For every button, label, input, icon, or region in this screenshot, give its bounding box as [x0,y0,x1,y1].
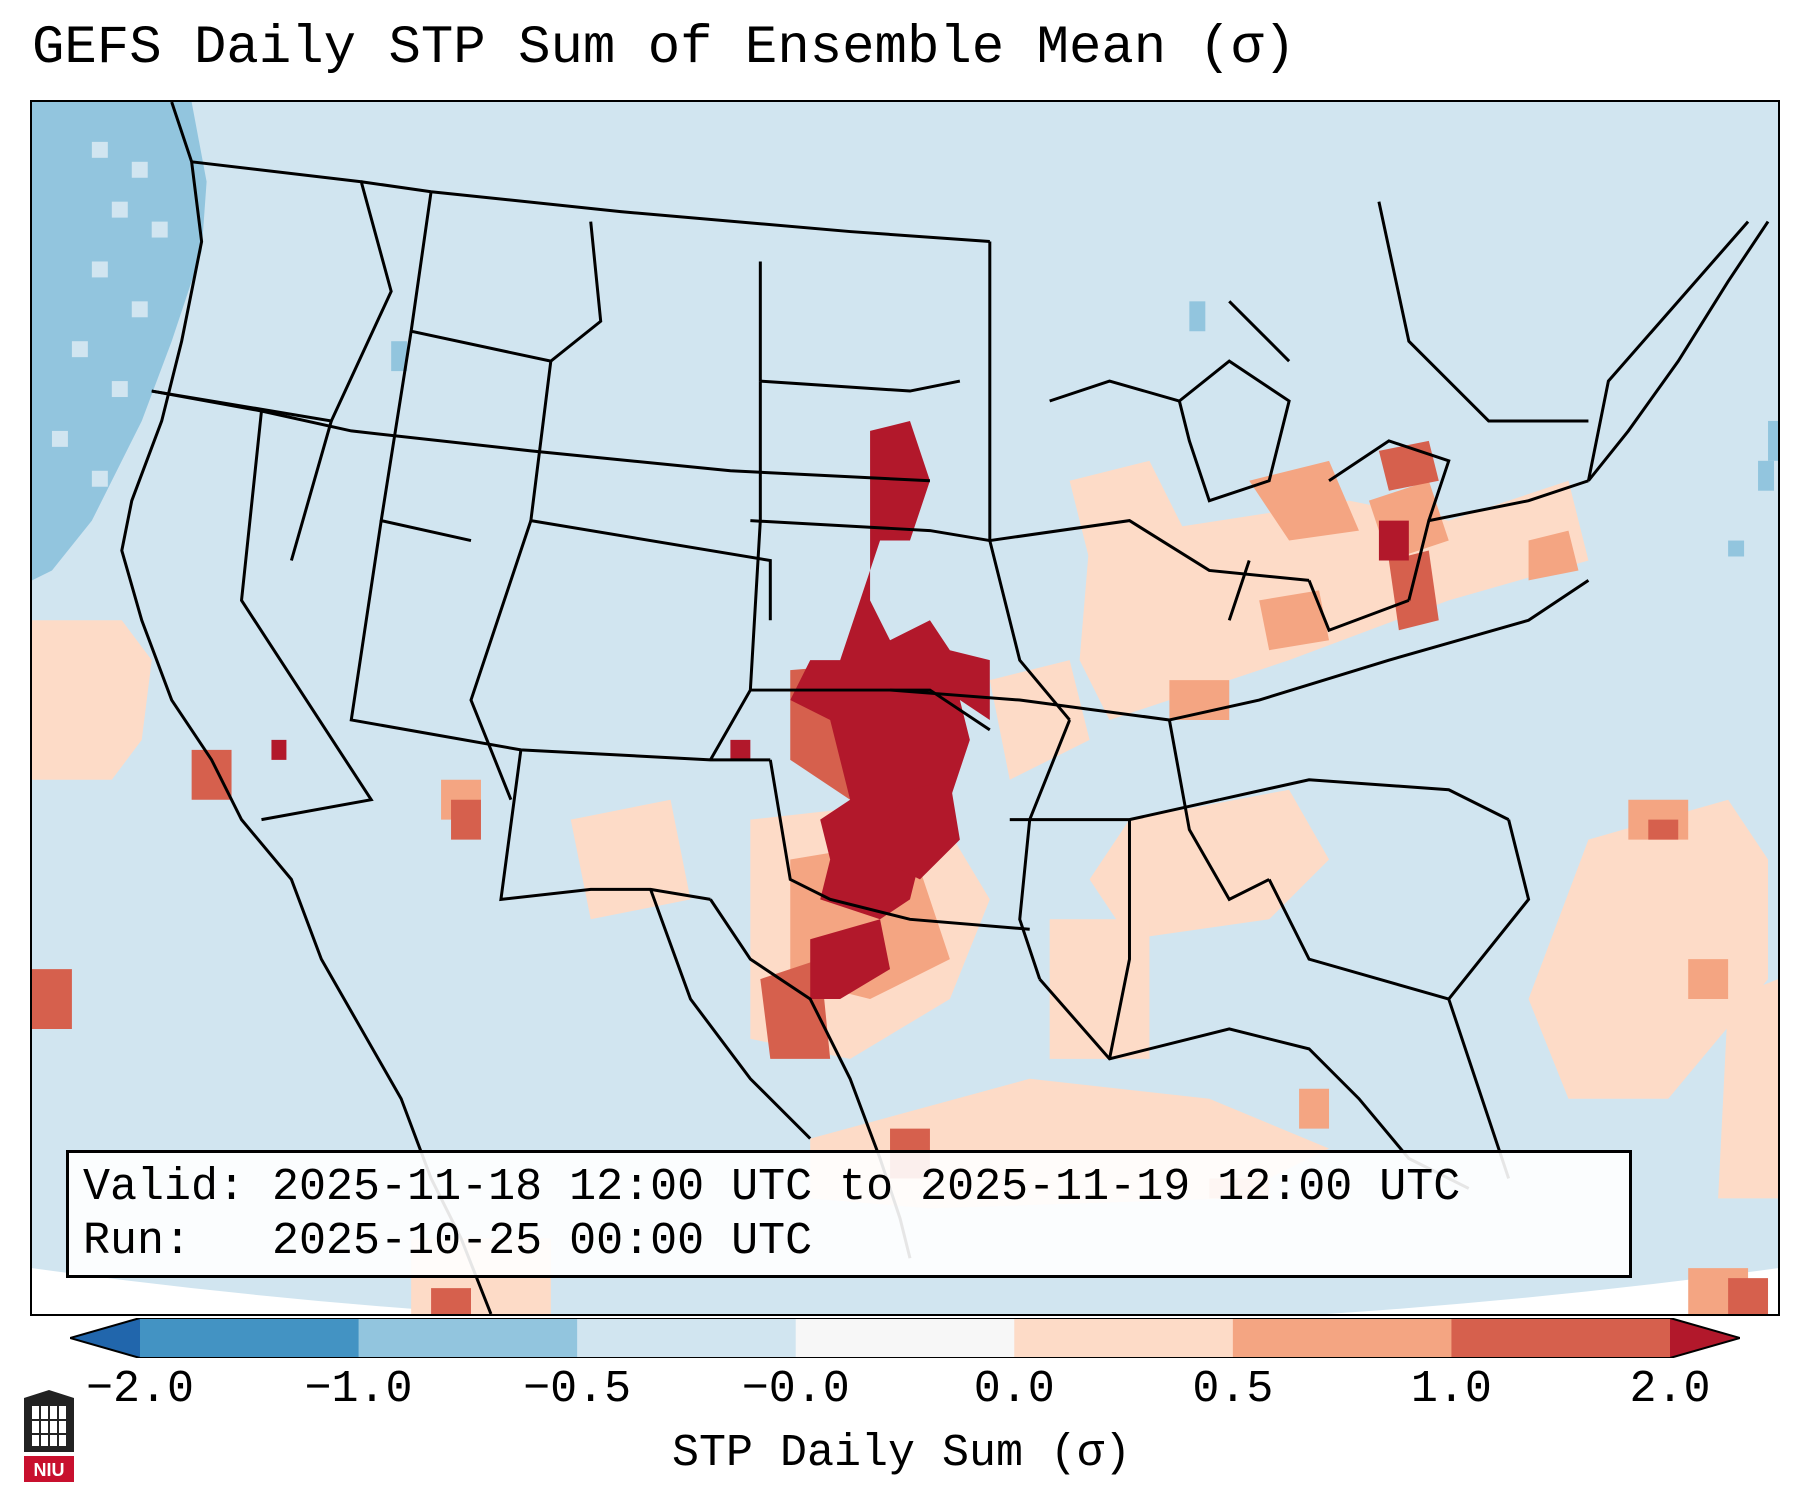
valid-value: 2025-11-18 12:00 UTC to 2025-11-19 12:00… [272,1162,1461,1213]
colorbar-tick-label: −2.0 [85,1364,195,1415]
run-value: 2025-10-25 00:00 UTC [272,1216,813,1267]
map-title: GEFS Daily STP Sum of Ensemble Mean (σ) [32,18,1296,79]
colorbar-extend-low [70,1318,140,1358]
logo-text: NIU [34,1460,65,1480]
colorbar-bin [1451,1318,1671,1358]
colorbar-tick-label: 1.0 [1410,1364,1492,1415]
state-borders [120,102,1770,1314]
colorbar-bin [358,1318,578,1358]
colorbar-tick-label: 0.5 [1192,1364,1274,1415]
map-panel [30,100,1780,1316]
valid-label: Valid: [83,1162,246,1213]
colorbar-tick-label: −1.0 [304,1364,413,1415]
colorbar-bar [70,1318,1740,1358]
valid-run-info-box: Valid: 2025-11-18 12:00 UTC to 2025-11-1… [66,1150,1632,1278]
colorbar-extend-high [1670,1318,1740,1358]
extreme-positive-swath [271,420,1409,1000]
run-label: Run: [83,1216,192,1267]
university-shield-logo: NIU [24,1390,74,1482]
colorbar-tick-label: 2.0 [1629,1364,1711,1415]
colorbar-label: STP Daily Sum (σ) [671,1428,1132,1479]
colorbar-bin [1014,1318,1234,1358]
colorbar-bin [577,1318,797,1358]
pacific-negative-region [32,102,207,581]
colorbar [70,1318,1740,1358]
colorbar-tick-label: 0.0 [973,1364,1055,1415]
colorbar-tick-label: −0.0 [741,1364,850,1415]
stp-map [32,102,1778,1314]
colorbar-bin [140,1318,360,1358]
colorbar-bin [795,1318,1015,1358]
colorbar-tick-label: −0.5 [523,1364,632,1415]
colorbar-bin [1232,1318,1452,1358]
